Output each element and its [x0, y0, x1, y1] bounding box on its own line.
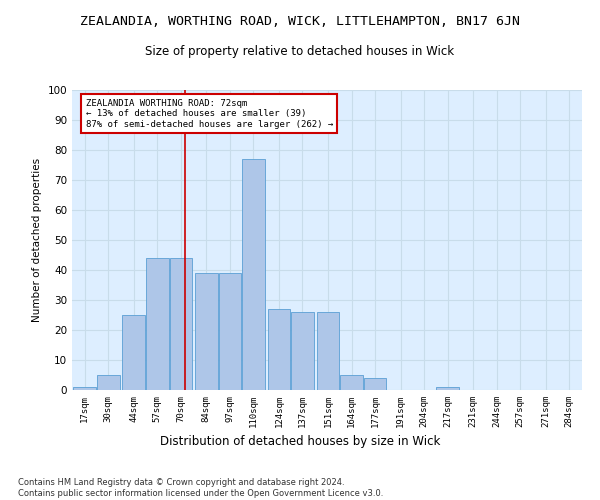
Bar — [170, 258, 192, 390]
Bar — [73, 387, 96, 390]
Text: ZEALANDIA, WORTHING ROAD, WICK, LITTLEHAMPTON, BN17 6JN: ZEALANDIA, WORTHING ROAD, WICK, LITTLEHA… — [80, 15, 520, 28]
Bar — [146, 258, 169, 390]
Y-axis label: Number of detached properties: Number of detached properties — [32, 158, 42, 322]
Bar — [364, 378, 386, 390]
Bar — [195, 273, 218, 390]
Bar — [268, 309, 290, 390]
Text: Contains HM Land Registry data © Crown copyright and database right 2024.
Contai: Contains HM Land Registry data © Crown c… — [18, 478, 383, 498]
Bar — [218, 273, 241, 390]
Bar — [340, 375, 363, 390]
Bar — [242, 159, 265, 390]
Text: ZEALANDIA WORTHING ROAD: 72sqm
← 13% of detached houses are smaller (39)
87% of : ZEALANDIA WORTHING ROAD: 72sqm ← 13% of … — [86, 99, 333, 129]
Bar — [291, 312, 314, 390]
Bar — [122, 315, 145, 390]
Text: Distribution of detached houses by size in Wick: Distribution of detached houses by size … — [160, 435, 440, 448]
Bar — [317, 312, 339, 390]
Bar — [436, 387, 459, 390]
Bar — [97, 375, 119, 390]
Text: Size of property relative to detached houses in Wick: Size of property relative to detached ho… — [145, 45, 455, 58]
